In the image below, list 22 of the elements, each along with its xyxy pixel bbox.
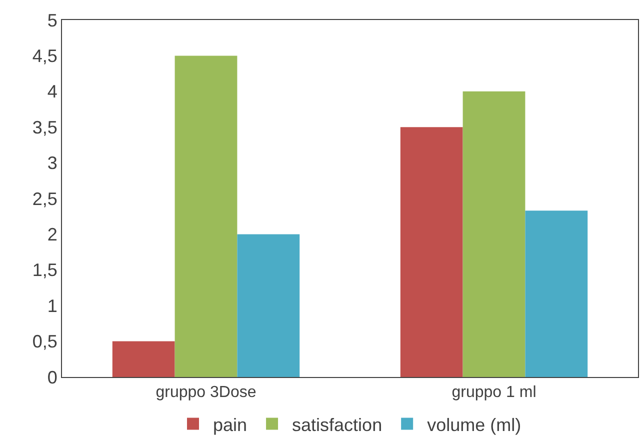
- y-tick-label: 3,5: [32, 117, 58, 138]
- bar: [112, 341, 175, 377]
- bar: [525, 210, 588, 377]
- legend-label: volume (ml): [427, 414, 522, 435]
- y-tick-label: 3: [47, 153, 58, 174]
- legend-label: satisfaction: [292, 414, 382, 435]
- y-tick-label: 2: [47, 224, 58, 244]
- y-tick-label: 1,5: [32, 260, 58, 280]
- bar: [400, 127, 463, 377]
- y-tick-label: 1: [47, 296, 58, 316]
- legend-label: pain: [213, 414, 248, 435]
- y-tick-label: 2,5: [32, 188, 58, 209]
- bar: [462, 91, 526, 377]
- y-tick-label: 0,5: [32, 332, 58, 352]
- y-tick-label: 0: [47, 367, 58, 388]
- x-tick-label: gruppo 3Dose: [156, 384, 256, 402]
- x-tick-label: gruppo 1 ml: [452, 384, 536, 402]
- bar: [237, 234, 300, 377]
- y-tick-label: 4,5: [32, 46, 58, 66]
- y-tick-label: 5: [47, 10, 58, 30]
- bar: [174, 56, 238, 377]
- y-tick-label: 4: [47, 82, 58, 102]
